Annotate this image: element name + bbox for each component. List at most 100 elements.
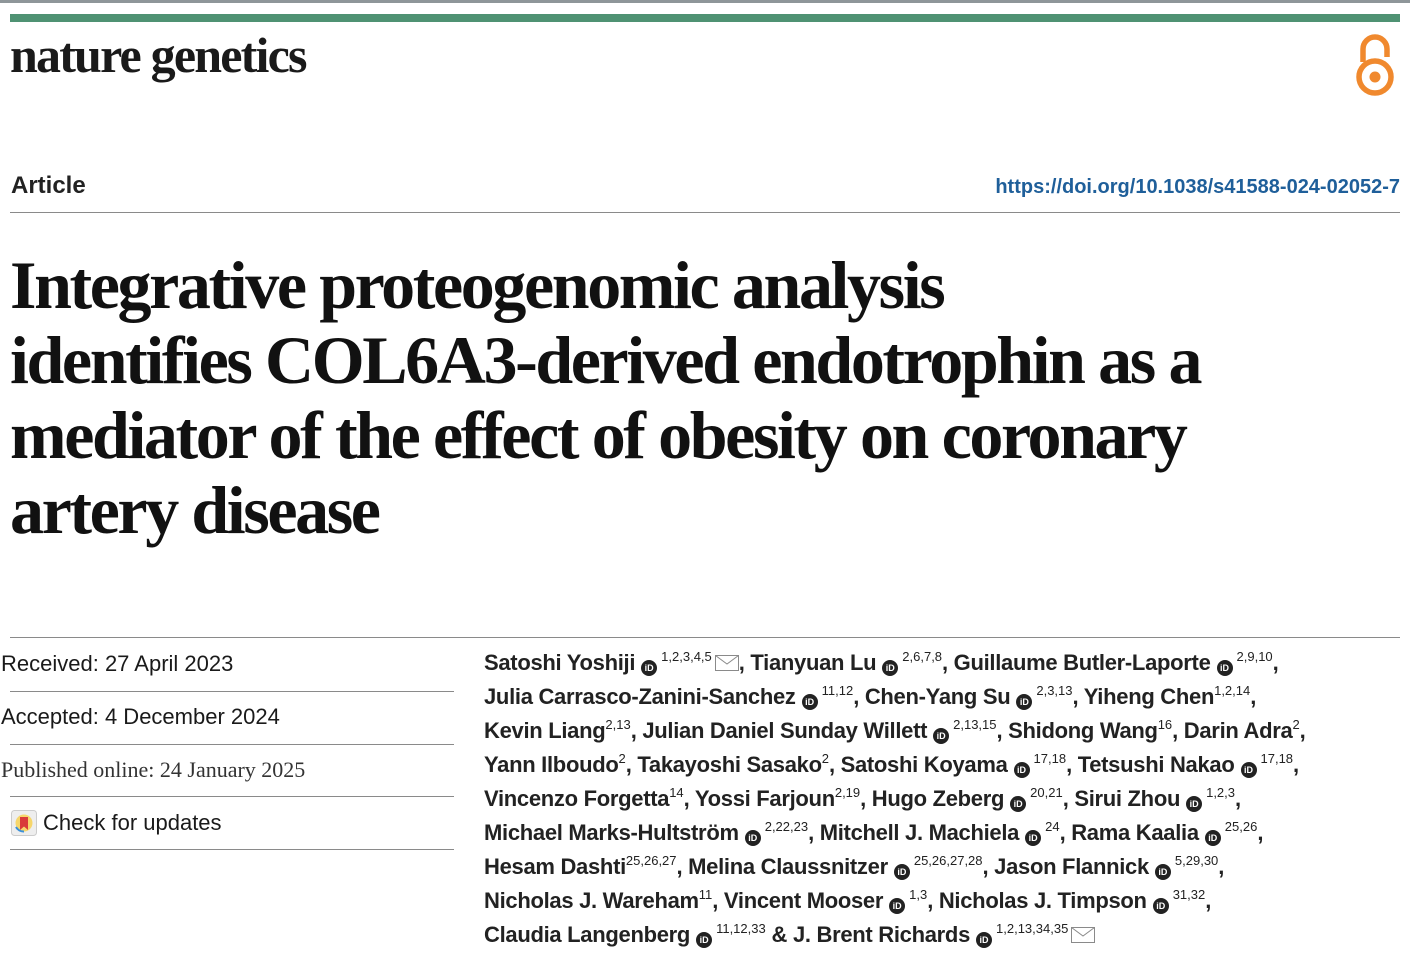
envelope-icon[interactable] <box>714 655 739 671</box>
author-name[interactable]: Jason Flannick <box>994 854 1149 879</box>
orcid-icon[interactable]: iD <box>744 830 761 846</box>
author-separator: , <box>942 650 948 675</box>
author-name[interactable]: Shidong Wang <box>1008 718 1158 743</box>
affiliation-superscript[interactable]: 2,19 <box>834 785 861 800</box>
received-date: Received: 27 April 2023 <box>1 651 234 676</box>
author-name[interactable]: Melina Claussnitzer <box>688 854 888 879</box>
author-name[interactable]: Tetsushi Nakao <box>1077 752 1235 777</box>
affiliation-superscript[interactable]: 1,2,14 <box>1214 683 1251 698</box>
orcid-icon[interactable]: iD <box>1016 694 1033 710</box>
orcid-icon[interactable]: iD <box>1216 660 1233 676</box>
author-name[interactable]: Mitchell J. Machiela <box>819 820 1020 845</box>
orcid-icon[interactable]: iD <box>1013 762 1030 778</box>
author-name[interactable]: Yann Ilboudo <box>484 752 619 777</box>
date-divider <box>10 691 454 692</box>
author-name[interactable]: Nicholas J. Wareham <box>484 888 699 913</box>
orcid-icon[interactable]: iD <box>976 932 993 948</box>
orcid-icon[interactable]: iD <box>696 932 713 948</box>
author-name[interactable]: Guillaume Butler-Laporte <box>953 650 1211 675</box>
date-divider <box>10 744 454 745</box>
author-name[interactable]: Takayoshi Sasako <box>637 752 822 777</box>
author-name[interactable]: Rama Kaalia <box>1071 820 1199 845</box>
author-name[interactable]: Claudia Langenberg <box>484 922 691 947</box>
author-name[interactable]: Darin Adra <box>1183 718 1293 743</box>
affiliation-superscript[interactable]: 1,2,13,34,35 <box>996 921 1069 936</box>
affiliation-superscript[interactable]: 11,12,33 <box>716 921 766 936</box>
orcid-icon[interactable]: iD <box>1010 796 1027 812</box>
affiliation-superscript[interactable]: 5,29,30 <box>1174 853 1219 868</box>
affiliation-superscript[interactable]: 25,26,27 <box>625 853 677 868</box>
article-title: Integrative proteogenomic analysis ident… <box>10 248 1405 548</box>
author-name[interactable]: Sirui Zhou <box>1074 786 1181 811</box>
affiliation-superscript[interactable]: 17,18 <box>1260 751 1294 766</box>
orcid-icon[interactable]: iD <box>1154 864 1171 880</box>
orcid-icon[interactable]: iD <box>1025 830 1042 846</box>
affiliation-superscript[interactable]: 24 <box>1045 819 1060 834</box>
author-name[interactable]: Tianyuan Lu <box>750 650 877 675</box>
author-name[interactable]: Vincenzo Forgetta <box>484 786 670 811</box>
author-separator: , <box>1072 684 1079 709</box>
author-name[interactable]: Julia Carrasco-Zanini-Sanchez <box>484 684 796 709</box>
affiliation-superscript[interactable]: 17,18 <box>1033 751 1067 766</box>
affiliation-superscript[interactable]: 2,6,7,8 <box>902 649 943 664</box>
orcid-icon[interactable]: iD <box>893 864 910 880</box>
affiliation-superscript[interactable]: 14 <box>669 785 684 800</box>
author-name[interactable]: Michael Marks-Hultström <box>484 820 739 845</box>
author-separator: , <box>1062 786 1069 811</box>
orcid-icon[interactable]: iD <box>889 898 906 914</box>
journal-name[interactable]: nature genetics <box>10 27 307 83</box>
doi-link[interactable]: https://doi.org/10.1038/s41588-024-02052… <box>995 176 1400 198</box>
author-name[interactable]: Satoshi Yoshiji <box>484 650 636 675</box>
check-for-updates-button[interactable]: Check for updates <box>11 808 222 838</box>
author-name[interactable]: Kevin Liang <box>484 718 606 743</box>
envelope-icon[interactable] <box>1071 927 1096 943</box>
title-line: artery disease <box>10 472 381 548</box>
orcid-icon[interactable]: iD <box>641 660 658 676</box>
affiliation-superscript[interactable]: 16 <box>1157 717 1173 732</box>
author-name[interactable]: Hesam Dashti <box>484 854 626 879</box>
author-name[interactable]: Satoshi Koyama <box>840 752 1008 777</box>
affiliation-superscript[interactable]: 11,12 <box>821 683 854 698</box>
metadata-divider <box>10 637 1400 638</box>
top-border <box>0 0 1410 3</box>
affiliation-superscript[interactable]: 31,32 <box>1172 887 1206 902</box>
affiliation-superscript[interactable]: 2 <box>821 751 829 766</box>
affiliation-superscript[interactable]: 11 <box>698 887 713 902</box>
accepted-date: Accepted: 4 December 2024 <box>1 704 280 729</box>
orcid-icon[interactable]: iD <box>1240 762 1257 778</box>
affiliation-superscript[interactable]: 2 <box>1292 717 1300 732</box>
orcid-icon[interactable]: iD <box>1152 898 1169 914</box>
author-name[interactable]: Nicholas J. Timpson <box>938 888 1147 913</box>
author-name[interactable]: J. Brent Richards <box>792 922 971 947</box>
author-name[interactable]: Hugo Zeberg <box>871 786 1005 811</box>
author-name[interactable]: Yiheng Chen <box>1083 684 1215 709</box>
affiliation-superscript[interactable]: 1,2,3,4,5 <box>661 649 712 664</box>
open-access-icon <box>1356 34 1394 96</box>
affiliation-superscript[interactable]: 2,22,23 <box>764 819 809 834</box>
orcid-icon[interactable]: iD <box>882 660 899 676</box>
orcid-icon[interactable]: iD <box>1204 830 1221 846</box>
author-separator: , <box>996 718 1003 743</box>
author-separator: , <box>625 752 632 777</box>
affiliation-superscript[interactable]: 2,13,15 <box>953 717 997 732</box>
affiliation-superscript[interactable]: 1,2,3 <box>1206 785 1236 800</box>
affiliation-superscript[interactable]: 25,26,27,28 <box>913 853 983 868</box>
orcid-icon[interactable]: iD <box>801 694 818 710</box>
author-name[interactable]: Yossi Farjoun <box>694 786 835 811</box>
author-name[interactable]: Chen-Yang Su <box>864 684 1011 709</box>
affiliation-superscript[interactable]: 20,21 <box>1030 785 1063 800</box>
affiliation-superscript[interactable]: 2,13 <box>605 717 631 732</box>
orcid-icon[interactable]: iD <box>933 728 950 744</box>
author-separator: , <box>828 752 835 777</box>
author-separator: , <box>683 786 690 811</box>
orcid-icon[interactable]: iD <box>1186 796 1203 812</box>
author-name[interactable]: Vincent Mooser <box>723 888 884 913</box>
affiliation-superscript[interactable]: 1,3 <box>909 887 928 902</box>
affiliation-superscript[interactable]: 2,3,13 <box>1036 683 1073 698</box>
affiliation-superscript[interactable]: 25,26 <box>1224 819 1258 834</box>
author-name[interactable]: Julian Daniel Sunday Willett <box>642 718 928 743</box>
author-separator: , <box>1299 718 1306 743</box>
affiliation-superscript[interactable]: 2 <box>618 751 626 766</box>
affiliation-superscript[interactable]: 2,9,10 <box>1236 649 1273 664</box>
author-separator: & <box>765 922 793 947</box>
